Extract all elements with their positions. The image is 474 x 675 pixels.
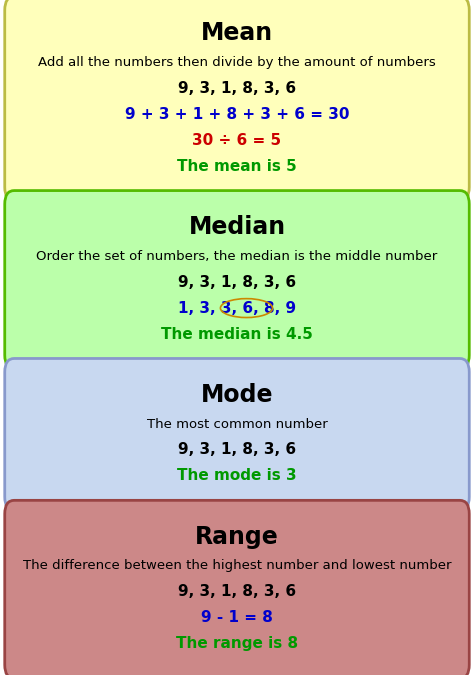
Text: 1, 3, 3, 6, 8, 9: 1, 3, 3, 6, 8, 9 [178, 300, 296, 316]
Text: The range is 8: The range is 8 [176, 637, 298, 651]
FancyBboxPatch shape [5, 0, 469, 200]
Text: The most common number: The most common number [146, 418, 328, 431]
Text: Mean: Mean [201, 21, 273, 45]
Text: 9, 3, 1, 8, 3, 6: 9, 3, 1, 8, 3, 6 [178, 81, 296, 96]
Text: 9, 3, 1, 8, 3, 6: 9, 3, 1, 8, 3, 6 [178, 275, 296, 290]
Text: 9, 3, 1, 8, 3, 6: 9, 3, 1, 8, 3, 6 [178, 585, 296, 599]
Text: 9 - 1 = 8: 9 - 1 = 8 [201, 610, 273, 625]
Text: Order the set of numbers, the median is the middle number: Order the set of numbers, the median is … [36, 250, 438, 263]
Text: 30 ÷ 6 = 5: 30 ÷ 6 = 5 [192, 133, 282, 148]
Text: The mean is 5: The mean is 5 [177, 159, 297, 173]
Text: Median: Median [189, 215, 285, 239]
FancyBboxPatch shape [5, 190, 469, 369]
FancyBboxPatch shape [5, 500, 469, 675]
Text: The difference between the highest number and lowest number: The difference between the highest numbe… [23, 560, 451, 572]
Text: The median is 4.5: The median is 4.5 [161, 327, 313, 342]
Text: Mode: Mode [201, 383, 273, 407]
Text: 9 + 3 + 1 + 8 + 3 + 6 = 30: 9 + 3 + 1 + 8 + 3 + 6 = 30 [125, 107, 349, 122]
Text: Add all the numbers then divide by the amount of numbers: Add all the numbers then divide by the a… [38, 56, 436, 69]
Text: Range: Range [195, 524, 279, 549]
Text: 9, 3, 1, 8, 3, 6: 9, 3, 1, 8, 3, 6 [178, 443, 296, 458]
Text: The mode is 3: The mode is 3 [177, 468, 297, 483]
FancyBboxPatch shape [5, 358, 469, 510]
